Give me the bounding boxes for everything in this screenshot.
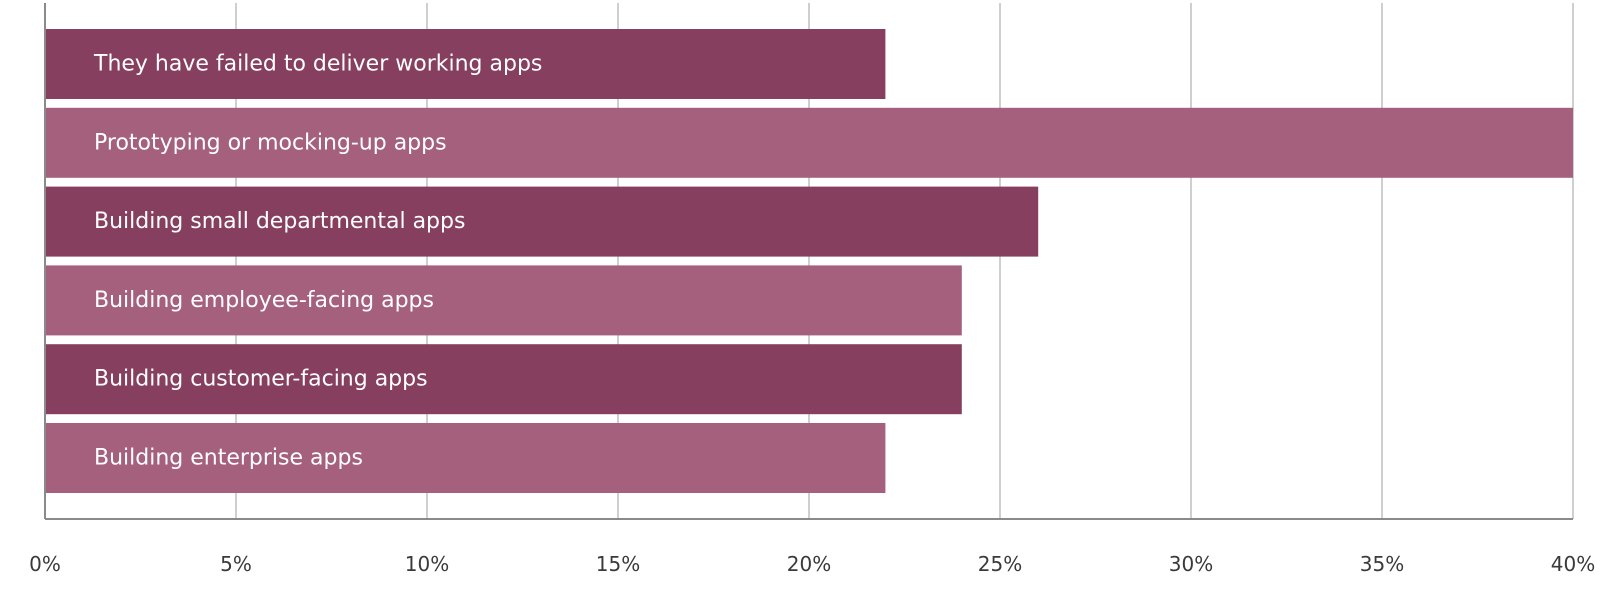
axes <box>44 3 1573 520</box>
bar-labels: They have failed to deliver working apps… <box>93 52 542 471</box>
bar <box>45 186 1039 257</box>
bar <box>45 29 886 99</box>
x-tick-label: 20% <box>787 552 831 576</box>
bars <box>45 29 1573 493</box>
bar <box>45 107 1573 178</box>
bar <box>45 423 886 493</box>
x-tick-labels: 0% 5% 10% 15% 20% 25% 30% 35% 40% <box>29 552 1595 576</box>
x-tick-label: 30% <box>1169 552 1213 576</box>
bar-label: Building enterprise apps <box>94 446 363 471</box>
bar-label: Building customer-facing apps <box>94 367 428 392</box>
bar-label: They have failed to deliver working apps <box>93 52 542 77</box>
x-tick-label: 15% <box>596 552 640 576</box>
x-tick-label: 25% <box>978 552 1022 576</box>
bar-label: Prototyping or mocking-up apps <box>94 130 447 155</box>
x-tick-label: 35% <box>1360 552 1404 576</box>
bar-label: Building small departmental apps <box>94 209 465 234</box>
bar <box>45 265 962 336</box>
x-tick-label: 10% <box>405 552 449 576</box>
x-tick-label: 5% <box>220 552 252 576</box>
bar-label: Building employee-facing apps <box>94 288 434 313</box>
bar <box>45 344 962 415</box>
x-tick-label: 0% <box>29 552 61 576</box>
x-tick-label: 40% <box>1551 552 1595 576</box>
